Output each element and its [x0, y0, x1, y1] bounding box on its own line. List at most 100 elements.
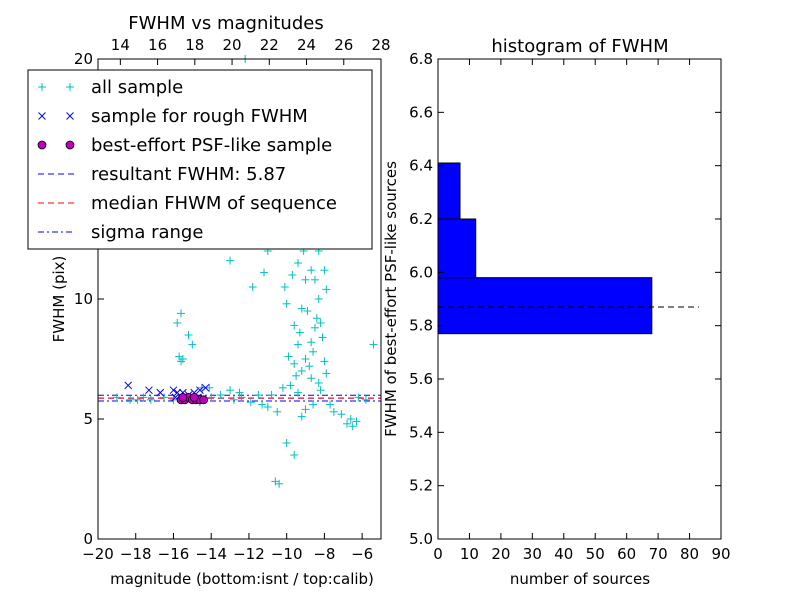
top-x-tick-label: 18 [185, 36, 204, 54]
point-all-sample [273, 407, 282, 416]
point-all-sample [354, 393, 363, 402]
point-all-sample [297, 412, 306, 421]
point-all-sample [361, 395, 370, 404]
scatter-panel: FWHM vs magnitudes −20 −18 −16 −14 −12 −10 −8−… [27, 13, 391, 588]
point-all-sample [290, 451, 299, 459]
x-tick-label: 60 [617, 545, 636, 563]
point-all-sample [175, 352, 184, 361]
point-all-sample [293, 340, 302, 349]
top-x-tick-label: 22 [260, 36, 279, 54]
point-all-sample [284, 352, 293, 361]
y-tick-label: 6.2 [409, 210, 433, 228]
histogram-bar [437, 277, 653, 335]
point-all-sample [316, 386, 325, 395]
point-all-sample [216, 391, 225, 399]
y-tick-label: 5.2 [409, 477, 433, 495]
y-tick-label: 6.8 [409, 50, 433, 68]
point-all-sample [301, 275, 310, 284]
point-all-sample [133, 395, 142, 404]
point-all-sample [293, 259, 302, 267]
point-all-sample [237, 393, 246, 402]
histogram-ticks: 0 10 20 30 40 50 60 70 80 90 5.0 5.2 5.4 5.6 5.8 6.0 6.2… [409, 50, 730, 563]
point-all-sample [337, 410, 346, 419]
legend-label: median FHWM of sequence [91, 193, 337, 214]
point-all-sample [312, 314, 321, 323]
point-all-sample [146, 395, 155, 404]
point-sample-for-rough-fwhm [169, 386, 178, 395]
x-tick-label: 40 [554, 545, 573, 563]
point-all-sample [226, 386, 235, 395]
point-all-sample [286, 381, 295, 390]
point-all-sample [301, 405, 310, 414]
point-all-sample [112, 393, 121, 402]
y-tick-label: 5.4 [409, 423, 433, 441]
x-tick-label: −14 [195, 545, 227, 563]
point-all-sample [126, 395, 135, 404]
point-all-sample [348, 422, 357, 431]
point-all-sample [301, 355, 310, 363]
legend-label: best-effort PSF-like sample [91, 135, 332, 156]
y-tick-label: 6.4 [409, 157, 433, 175]
histogram-title: histogram of FWHM [491, 36, 668, 57]
legend-entry-sigma-range: sigma range [38, 222, 203, 243]
point-all-sample [309, 347, 318, 356]
y-tick-label: 20 [74, 50, 93, 68]
point-all-sample [297, 304, 306, 313]
point-all-sample [352, 417, 361, 426]
x-tick-label: 0 [433, 545, 443, 563]
point-all-sample [318, 333, 327, 342]
point-all-sample [310, 275, 319, 284]
y-tick-label: 5 [83, 410, 93, 428]
point-all-sample [309, 400, 318, 409]
point-all-sample [282, 439, 291, 447]
top-x-tick-label: 14 [111, 36, 130, 54]
legend-label: all sample [91, 77, 183, 98]
y-tick-label: 6.0 [409, 263, 433, 281]
point-sample-for-rough-fwhm [145, 386, 153, 395]
point-all-sample [326, 400, 335, 409]
point-all-sample [229, 395, 238, 404]
legend-marker [38, 83, 46, 91]
legend-entry-all-sample: all sample [38, 77, 183, 98]
point-best-effort-psf-like-sample [189, 392, 199, 402]
histogram-bar [437, 218, 477, 279]
point-all-sample [139, 393, 148, 402]
x-tick-label: −6 [351, 545, 373, 563]
point-all-sample [320, 357, 329, 366]
point-all-sample [177, 309, 186, 318]
point-all-sample [307, 338, 316, 347]
histogram-plot-frame [437, 58, 722, 540]
x-tick-label: 50 [586, 545, 605, 563]
x-tick-label: 90 [711, 545, 730, 563]
x-tick-label: 20 [491, 545, 510, 563]
point-all-sample [314, 295, 323, 303]
point-all-sample [248, 283, 257, 291]
legend-marker [66, 112, 74, 120]
point-all-sample [160, 393, 169, 402]
legend-marker [38, 112, 46, 120]
scatter-y-axis-label: FWHM (pix) [50, 256, 68, 343]
point-all-sample [346, 415, 355, 423]
histogram-y-axis-label: FWHM of best-effort PSF-like sources [382, 161, 400, 437]
point-all-sample [295, 328, 304, 337]
point-all-sample [307, 266, 316, 275]
histogram-bars [437, 162, 653, 335]
point-all-sample [310, 323, 319, 332]
point-all-sample [329, 407, 338, 416]
point-all-sample [316, 319, 325, 327]
x-tick-label: 80 [680, 545, 699, 563]
point-sample-for-rough-fwhm [201, 383, 210, 392]
histogram-x-axis-label: number of sources [510, 570, 650, 588]
point-all-sample [258, 400, 267, 409]
point-all-sample [275, 479, 284, 488]
histogram-panel: histogram of FWHM 0 10 20 30 40 50 60 70 80 90 5.0… [382, 36, 731, 588]
point-all-sample [322, 369, 331, 378]
histogram-bar [437, 162, 461, 220]
x-tick-label: 70 [649, 545, 668, 563]
point-all-sample [322, 285, 331, 294]
y-tick-label: 10 [74, 290, 93, 308]
point-best-effort-psf-like-sample [178, 392, 188, 402]
x-tick-label: −12 [233, 545, 265, 563]
scatter-title: FWHM vs magnitudes [128, 13, 323, 34]
